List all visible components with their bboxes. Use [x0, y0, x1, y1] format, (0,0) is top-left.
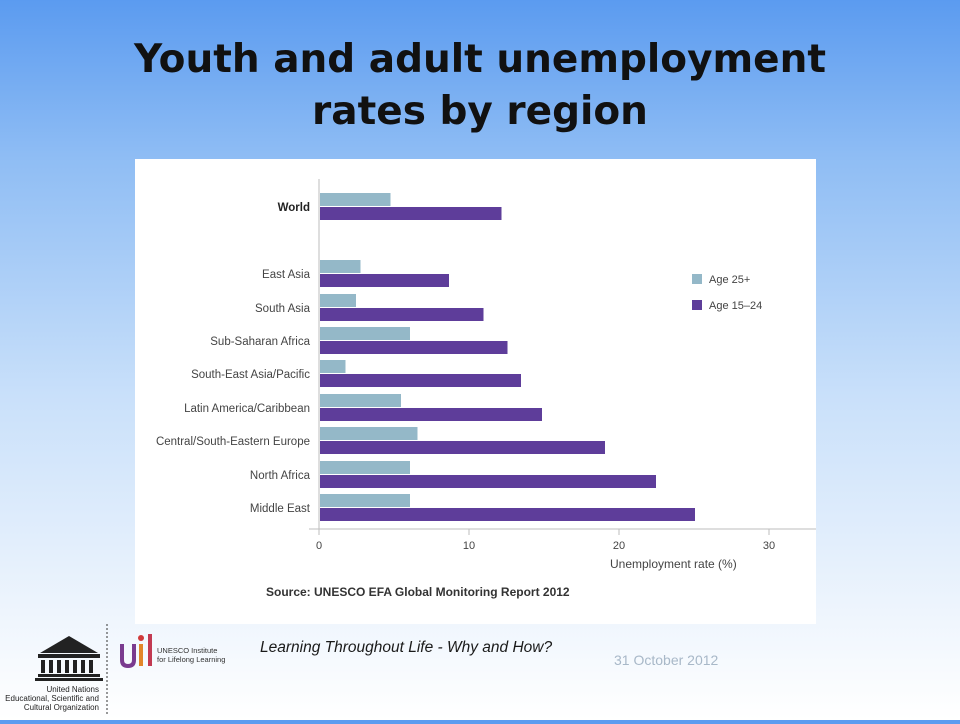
x-tick-label: 20 [613, 540, 625, 552]
bar-age-25-plus [320, 294, 356, 307]
category-label: Middle East [250, 503, 311, 515]
x-tick-label: 30 [763, 540, 775, 552]
unesco-caption-1: United Nations [47, 685, 99, 694]
bar-chart: World East Asia South Asia Sub-Saharan Afri… [156, 179, 816, 599]
legend-swatch [692, 274, 702, 284]
category-label: South Asia [255, 303, 311, 315]
bar-age-25-plus [320, 327, 410, 340]
category-label: Latin America/Caribbean [184, 403, 310, 415]
bar-age-15-24 [320, 475, 656, 488]
category-label: North Africa [250, 470, 311, 482]
legend-swatch [692, 300, 702, 310]
x-axis-ticks: 0 10 20 30 [316, 529, 775, 552]
bar-age-25-plus [320, 461, 410, 474]
category-label: East Asia [262, 269, 311, 281]
uil-caption-1: UNESCO Institute [157, 646, 217, 655]
chart-source: Source: UNESCO EFA Global Monitoring Rep… [266, 585, 570, 599]
category-label: South-East Asia/Pacific [191, 369, 310, 381]
bar-age-25-plus [320, 394, 401, 407]
chart-panel: World East Asia South Asia Sub-Saharan Afri… [135, 159, 816, 624]
bar-age-25-plus [320, 360, 346, 373]
footer-logos: United Nations Educational, Scientific a… [0, 620, 260, 720]
bars-layer [320, 193, 695, 521]
legend: Age 25+ Age 15–24 [692, 274, 762, 312]
unesco-logo [35, 636, 103, 681]
unesco-caption-2: Educational, Scientific and [5, 694, 99, 703]
bar-age-15-24 [320, 207, 502, 220]
unesco-caption-3: Cultural Organization [24, 703, 99, 712]
category-label: Central/South-Eastern Europe [156, 436, 310, 448]
bar-age-15-24 [320, 341, 508, 354]
x-tick-label: 0 [316, 540, 322, 552]
bar-age-15-24 [320, 308, 484, 321]
bar-age-15-24 [320, 408, 542, 421]
legend-label: Age 15–24 [709, 300, 762, 312]
slide-title: Youth and adult unemployment rates by re… [0, 34, 960, 138]
category-labels: World East Asia South Asia Sub-Saharan Afri… [156, 202, 311, 515]
bar-age-15-24 [320, 274, 449, 287]
footer-text: Learning Throughout Life - Why and How? [260, 639, 553, 656]
uil-logo [120, 634, 152, 669]
bar-age-25-plus [320, 427, 418, 440]
bar-age-25-plus [320, 260, 361, 273]
bar-age-15-24 [320, 508, 695, 521]
slide-title-line-2: rates by region [312, 89, 648, 134]
logos-svg: United Nations Educational, Scientific a… [5, 624, 225, 716]
bar-age-25-plus [320, 193, 391, 206]
bar-age-25-plus [320, 494, 410, 507]
bar-age-15-24 [320, 441, 605, 454]
footer-date: 31 October 2012 [614, 652, 719, 668]
legend-label: Age 25+ [709, 274, 750, 286]
category-label: Sub-Saharan Africa [210, 336, 310, 348]
x-tick-label: 10 [463, 540, 475, 552]
uil-caption-2: for Lifelong Learning [157, 655, 225, 664]
category-label: World [278, 202, 310, 214]
x-axis-title: Unemployment rate (%) [610, 557, 737, 571]
slide-title-line-1: Youth and adult unemployment [134, 37, 826, 82]
bar-age-15-24 [320, 374, 521, 387]
